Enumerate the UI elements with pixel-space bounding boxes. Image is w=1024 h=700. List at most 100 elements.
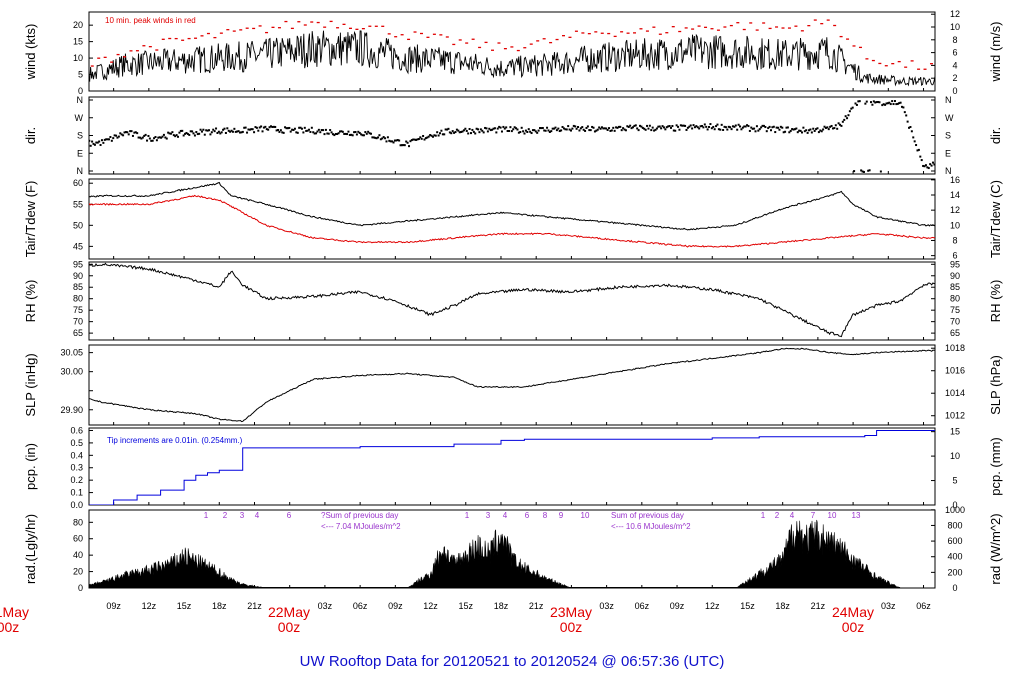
dir-point bbox=[427, 135, 430, 138]
dir-point bbox=[308, 128, 311, 131]
dir-point bbox=[429, 134, 432, 137]
dir-point bbox=[299, 126, 302, 129]
rad-tip-label: 2 bbox=[223, 511, 228, 520]
dir-point bbox=[436, 131, 439, 134]
dir-point bbox=[505, 126, 508, 129]
dir-point bbox=[140, 137, 143, 140]
dir-point bbox=[158, 136, 161, 139]
dir-point bbox=[454, 131, 457, 134]
dir-point bbox=[553, 127, 556, 130]
dir-point bbox=[827, 128, 830, 131]
dir-point bbox=[236, 130, 239, 133]
dir-point bbox=[224, 131, 227, 134]
dir-point bbox=[629, 124, 632, 127]
dir-point bbox=[89, 144, 92, 147]
dir-point bbox=[165, 137, 168, 140]
dir-point bbox=[960, 155, 962, 157]
dir-point bbox=[282, 131, 285, 134]
dir-point bbox=[205, 129, 208, 132]
dir-point bbox=[306, 129, 309, 132]
dir-point bbox=[741, 126, 744, 129]
dir-point bbox=[375, 137, 378, 140]
dir-point bbox=[161, 135, 164, 138]
dir-point bbox=[177, 135, 180, 138]
dir-point bbox=[864, 102, 867, 105]
dir-point bbox=[496, 127, 499, 130]
pcp-ylabel-right: pcp. (mm) bbox=[988, 437, 1003, 496]
dir-point bbox=[692, 124, 695, 127]
dir-point bbox=[565, 128, 568, 131]
dir-point bbox=[791, 128, 794, 131]
dir-point bbox=[574, 125, 577, 128]
dir-point bbox=[550, 130, 553, 133]
dir-point bbox=[481, 129, 484, 132]
dir-point bbox=[316, 130, 319, 133]
dir-point bbox=[923, 165, 926, 168]
rad-tick-label: 60 bbox=[73, 534, 83, 544]
dir-point bbox=[240, 131, 243, 134]
dir-point bbox=[700, 124, 703, 127]
dir-point bbox=[917, 148, 920, 151]
dir-point bbox=[229, 130, 232, 133]
dir-point bbox=[853, 170, 856, 173]
rad-tick-label: 40 bbox=[73, 550, 83, 560]
dir-point bbox=[267, 128, 270, 131]
dir-point bbox=[179, 129, 182, 132]
dir-point bbox=[872, 100, 875, 103]
dir-point bbox=[812, 127, 815, 130]
dir-point bbox=[403, 144, 406, 147]
dir-point bbox=[203, 133, 206, 136]
dir-point bbox=[681, 124, 684, 127]
dir-point bbox=[775, 126, 778, 129]
dir-point bbox=[892, 103, 895, 106]
dir-point bbox=[478, 131, 481, 134]
dir-point bbox=[819, 129, 822, 132]
dir-point bbox=[419, 136, 422, 139]
dir-point bbox=[534, 130, 537, 133]
dir-point bbox=[969, 152, 971, 154]
dir-point bbox=[691, 127, 694, 130]
dir-point bbox=[130, 130, 133, 133]
dir-point bbox=[593, 130, 596, 133]
dir-point bbox=[196, 133, 199, 136]
dir-point bbox=[406, 141, 409, 144]
dir-point bbox=[485, 127, 488, 130]
dir-point bbox=[78, 141, 80, 143]
dir-point bbox=[822, 128, 825, 131]
dir-point bbox=[474, 132, 477, 135]
dir-point bbox=[209, 133, 212, 136]
dir-point bbox=[62, 146, 64, 148]
temp-series-black bbox=[89, 181, 935, 231]
dir-point bbox=[803, 130, 806, 133]
dir-point bbox=[277, 129, 280, 132]
dir-point bbox=[42, 131, 44, 133]
dir-point bbox=[174, 135, 177, 138]
dir-point bbox=[354, 131, 357, 134]
slp-frame bbox=[88, 344, 936, 426]
dir-point bbox=[40, 133, 42, 135]
temp-tick-label-right: 6 bbox=[952, 251, 957, 261]
dir-point bbox=[561, 125, 564, 128]
dir-point bbox=[716, 123, 719, 126]
rh-tick-label: 65 bbox=[73, 328, 83, 338]
dir-point bbox=[715, 125, 718, 128]
dir-point bbox=[595, 129, 598, 132]
dir-point bbox=[526, 131, 529, 134]
dir-point bbox=[736, 128, 739, 131]
dir-point bbox=[647, 127, 650, 130]
dir-point bbox=[942, 160, 944, 162]
dir-point bbox=[824, 126, 827, 129]
dir-point bbox=[606, 128, 609, 131]
dir-point bbox=[193, 134, 196, 137]
dir-point bbox=[750, 126, 753, 129]
dir-tick-label-right: N bbox=[945, 166, 952, 176]
dir-point bbox=[93, 143, 96, 146]
dir-point bbox=[400, 144, 403, 147]
dir-point bbox=[908, 126, 911, 129]
dir-point bbox=[640, 125, 643, 128]
dir-point bbox=[189, 130, 192, 133]
dir-point bbox=[178, 131, 181, 134]
dir-point bbox=[15, 117, 17, 119]
x-hour-label: 06z bbox=[353, 601, 368, 611]
wind-series-black bbox=[89, 30, 935, 87]
